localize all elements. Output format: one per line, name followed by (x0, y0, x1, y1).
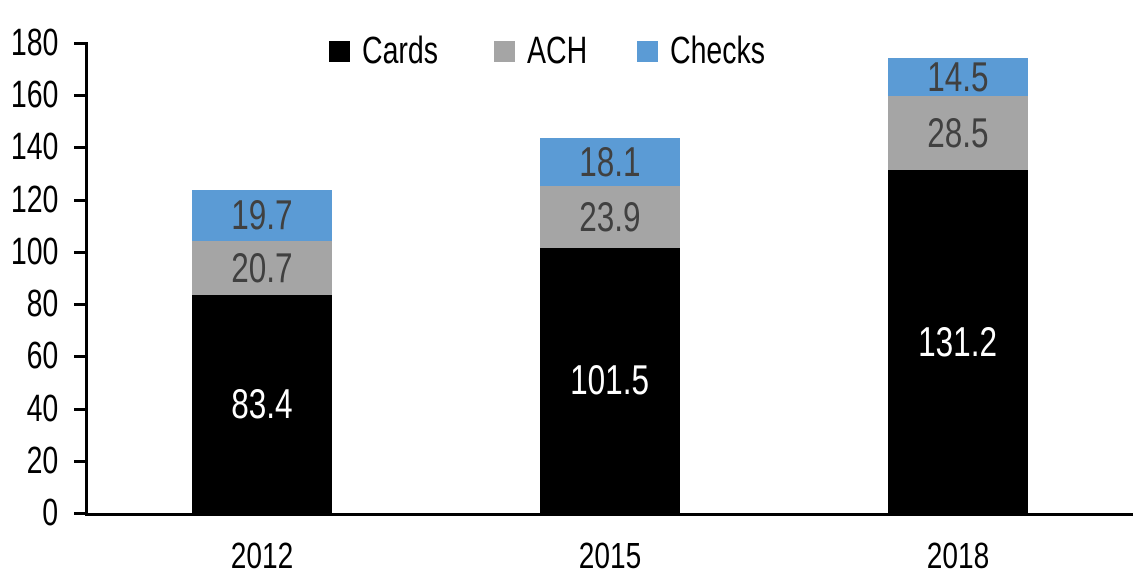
y-tick (74, 94, 88, 98)
y-tick (74, 355, 88, 359)
x-axis-category-label: 2012 (230, 535, 294, 576)
legend-swatch-ach-icon (493, 40, 515, 62)
segment-value-label: 23.9 (579, 192, 641, 240)
x-axis-line (85, 513, 1133, 516)
bar-2015: 101.5 23.9 18.1 (540, 138, 680, 513)
y-tick (74, 250, 88, 254)
segment-value-label: 14.5 (927, 53, 989, 101)
segment-value-label: 131.2 (918, 317, 998, 365)
y-tick (74, 198, 88, 202)
x-axis-category-label: 2015 (578, 535, 642, 576)
bar-2018: 131.2 28.5 14.5 (888, 53, 1028, 513)
y-tick (74, 512, 88, 515)
bar-2012: 83.4 20.7 19.7 (192, 189, 332, 513)
y-tick (74, 407, 88, 411)
legend-item-checks: Checks (636, 30, 797, 72)
segment-value-label: 19.7 (231, 191, 293, 239)
x-axis-category-label: 2018 (926, 535, 990, 576)
y-axis-tick-label: 40 (26, 387, 58, 430)
segment-value-label: 18.1 (579, 137, 641, 185)
y-tick (74, 303, 88, 307)
segment-cards-2015: 101.5 (540, 247, 680, 513)
y-axis-tick-label: 80 (26, 283, 58, 326)
legend-item-ach: ACH (493, 30, 607, 72)
segment-ach-2012: 20.7 (192, 241, 332, 296)
y-axis-tick-label: 180 (10, 22, 58, 64)
y-axis-tick-label: 20 (26, 439, 58, 482)
segment-value-label: 20.7 (231, 244, 293, 292)
segment-ach-2015: 23.9 (540, 185, 680, 248)
segment-ach-2018: 28.5 (888, 96, 1028, 171)
segment-checks-2018: 14.5 (888, 53, 1028, 101)
legend-item-cards: Cards (329, 32, 463, 70)
segment-value-label: 83.4 (231, 380, 293, 428)
segment-checks-2015: 18.1 (540, 137, 680, 186)
legend-swatch-cards-icon (329, 40, 351, 62)
segment-cards-2018: 131.2 (888, 170, 1028, 513)
y-axis-line (85, 43, 88, 516)
y-axis-tick-label: 140 (10, 126, 58, 169)
legend-label-cards: Cards (362, 30, 439, 72)
y-axis-tick-label: 160 (10, 74, 58, 117)
legend-label-checks: Checks (669, 30, 765, 72)
segment-value-label: 28.5 (927, 109, 989, 157)
y-tick (74, 146, 88, 150)
legend-swatch-checks-icon (636, 40, 658, 62)
segment-checks-2012: 19.7 (192, 189, 332, 242)
y-axis-tick-label: 0 (42, 492, 58, 534)
y-tick (74, 42, 88, 45)
segment-value-label: 101.5 (570, 356, 650, 404)
y-axis-tick-label: 100 (10, 230, 58, 273)
legend-label-ach: ACH (526, 30, 587, 72)
chart-legend: Cards ACH Checks (0, 32, 1126, 70)
y-axis-tick-label: 120 (10, 178, 58, 221)
y-tick (74, 459, 88, 463)
segment-cards-2012: 83.4 (192, 295, 332, 513)
y-axis-tick-label: 60 (26, 335, 58, 378)
